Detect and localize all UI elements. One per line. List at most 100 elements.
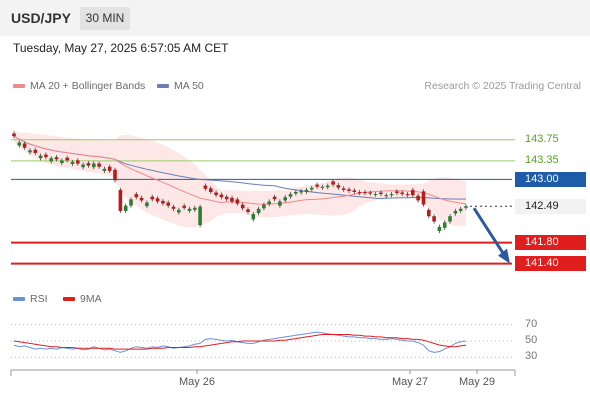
candle-body — [299, 190, 303, 193]
candle-body — [209, 188, 213, 192]
legend-rsi: RSI — [13, 293, 48, 305]
candle-body — [214, 192, 218, 196]
candle-body — [453, 210, 458, 214]
chart-header: USD/JPY 30 MIN — [0, 0, 590, 36]
candle-body — [230, 197, 234, 202]
candle-body — [33, 149, 38, 153]
candle-body — [155, 198, 160, 202]
candle-body — [22, 143, 27, 148]
candle-body — [118, 189, 123, 211]
timestamp: Tuesday, May 27, 2025 6:57:05 AM CET — [13, 41, 229, 55]
candle-body — [198, 206, 202, 226]
candle-body — [373, 194, 378, 196]
candle-body — [437, 226, 442, 231]
legend-rsi-ma-swatch — [63, 297, 75, 302]
candle-body — [464, 206, 468, 208]
timeframe-button[interactable]: 30 MIN — [80, 7, 130, 30]
candle-body — [129, 199, 133, 206]
candle-body — [92, 163, 96, 168]
candle-body — [294, 192, 298, 194]
candle-body — [379, 192, 383, 195]
level-label-143.75: 143.75 — [525, 132, 559, 145]
candle-body — [251, 214, 256, 220]
candle-body — [161, 200, 165, 204]
candle-body — [123, 205, 128, 211]
candle-body — [54, 157, 59, 160]
candle-body — [86, 163, 91, 166]
legend-rsi-label: RSI — [30, 293, 48, 305]
candle-body — [97, 163, 101, 167]
candle-body — [325, 185, 330, 188]
candle-body — [235, 199, 240, 204]
candle-body — [70, 161, 75, 164]
candle-body — [224, 196, 229, 200]
candle-body — [427, 209, 431, 217]
candle-body — [177, 209, 181, 213]
candle-body — [368, 192, 373, 194]
candle-body — [28, 150, 32, 153]
candle-body — [320, 186, 325, 188]
candle-body — [347, 189, 351, 191]
level-label-143.35: 143.35 — [525, 153, 559, 166]
candle-body — [458, 208, 463, 211]
candle-body — [278, 201, 282, 206]
copyright-text: Research © 2025 Trading Central — [424, 80, 581, 92]
last-price-tag: 142.49 — [515, 198, 586, 214]
legend-ma20-swatch — [13, 84, 25, 89]
x-tick-label: May 29 — [458, 376, 496, 388]
candle-body — [76, 160, 80, 164]
candle-body — [203, 185, 208, 189]
legend-rsi-ma-label: 9MA — [80, 293, 102, 305]
x-tick-label: May 27 — [391, 376, 429, 388]
candle-body — [411, 189, 415, 196]
forecast-arrow-head — [498, 248, 510, 264]
candle-body — [171, 206, 176, 209]
candle-body — [400, 192, 404, 195]
candle-body — [331, 181, 335, 185]
candle-body — [134, 194, 139, 198]
candle-body — [240, 204, 245, 209]
candle-body — [102, 168, 107, 171]
candle-body — [65, 157, 69, 161]
candle-body — [384, 195, 388, 197]
candle-body — [352, 190, 357, 192]
candle-body — [113, 169, 117, 181]
candle-body — [421, 191, 426, 205]
candle-body — [272, 196, 277, 200]
x-tick-label: May 26 — [178, 376, 216, 388]
candle-body — [12, 133, 16, 137]
candle-body — [44, 154, 48, 158]
rsi-tick-50: 50 — [525, 334, 538, 346]
bollinger-band — [14, 129, 466, 228]
candle-body — [416, 195, 420, 201]
candle-body — [363, 192, 367, 194]
candle-body — [288, 194, 293, 197]
candle-body — [336, 185, 341, 188]
candle-body — [357, 192, 362, 194]
candle-body — [107, 166, 112, 171]
level-tag-141.40: 141.40 — [515, 256, 586, 272]
candle-body — [405, 194, 410, 196]
candle-body — [395, 191, 399, 193]
candle-body — [150, 196, 155, 200]
rsi-ma-line — [13, 334, 467, 350]
candle-body — [262, 204, 266, 209]
candle-body — [187, 208, 192, 211]
candle-body — [267, 201, 271, 205]
candle-body — [442, 222, 447, 228]
forecast-arrow-shaft — [472, 207, 506, 256]
rsi-tick-70: 70 — [525, 317, 538, 330]
rsi-tick-30: 30 — [525, 350, 538, 363]
candle-body — [182, 205, 186, 208]
candle-body — [219, 194, 224, 198]
legend-ma50-swatch — [157, 84, 169, 89]
candle-body — [256, 208, 261, 213]
candle-body — [38, 155, 43, 159]
legend-rsi-swatch — [13, 297, 25, 302]
rsi-line — [13, 331, 467, 353]
candle-body — [315, 184, 319, 187]
level-tag-143.00: 143.00 — [515, 171, 586, 187]
candle-body — [193, 207, 197, 210]
legend-ma50-label: MA 50 — [174, 80, 204, 92]
